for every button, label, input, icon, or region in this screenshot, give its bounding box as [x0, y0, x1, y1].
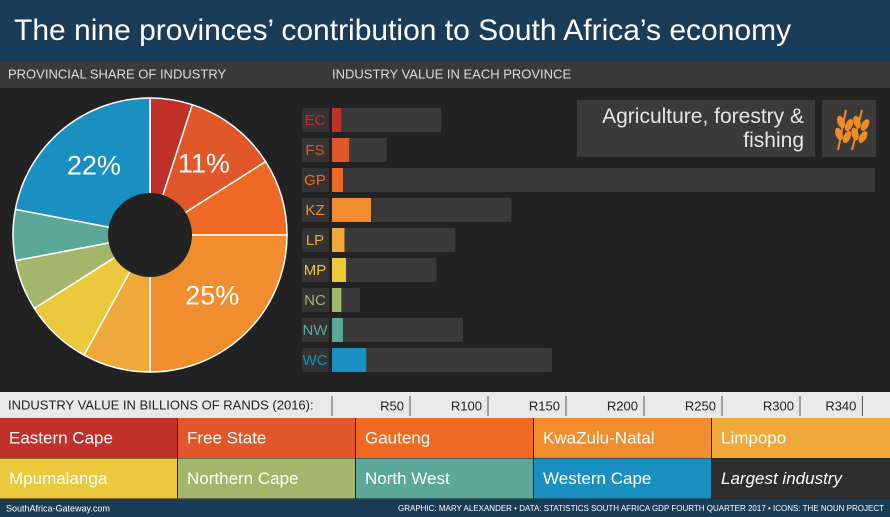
footer-source: SouthAfrica-Gateway.com [6, 503, 110, 513]
pie-slice [14, 97, 151, 236]
donut-hole [108, 193, 192, 277]
axis-bar [0, 392, 890, 418]
legend-label: KwaZulu-Natal [543, 428, 655, 447]
bar [332, 198, 371, 222]
bar [332, 258, 437, 282]
legend-label: Gauteng [365, 428, 430, 447]
y-tick-label: NC [304, 292, 326, 309]
x-tick-label: R200 [607, 398, 638, 413]
bar [332, 168, 875, 192]
bar [332, 318, 343, 342]
category-box [302, 348, 329, 372]
legend-swatch [356, 458, 533, 499]
legend-swatch [534, 458, 711, 499]
legend-label: North West [365, 469, 450, 488]
y-tick-label: WC [303, 352, 328, 369]
pie-slice [148, 103, 267, 237]
y-tick-label: LP [306, 232, 324, 249]
y-tick-label: NW [303, 322, 329, 339]
subheader-bar [0, 62, 890, 88]
title: The nine provinces’ contribution to Sout… [14, 14, 791, 47]
bar [332, 228, 345, 252]
legend-label: Eastern Cape [9, 428, 113, 447]
pie-title: PROVINCIAL SHARE OF INDUSTRY [8, 66, 226, 81]
x-axis-label: INDUSTRY VALUE IN BILLIONS OF RANDS (201… [8, 397, 314, 412]
legend-label: Northern Cape [187, 469, 299, 488]
legend-label: Western Cape [543, 469, 651, 488]
series-label: Agriculture, forestry & fishing [602, 105, 804, 152]
legend-swatch [356, 418, 533, 458]
legend-label: Mpumalanga [9, 469, 108, 488]
legend-swatch [178, 458, 355, 499]
bar [332, 258, 347, 282]
legend-swatch [534, 418, 711, 458]
bar-title: INDUSTRY VALUE IN EACH PROVINCE [332, 66, 571, 81]
y-tick-label: MP [304, 262, 327, 279]
legend-swatch [0, 458, 177, 499]
title-bar [0, 0, 890, 62]
slice-label: 22% [67, 150, 121, 180]
bar [332, 348, 552, 372]
category-box [302, 228, 329, 252]
pie-slice [149, 234, 288, 373]
slice-label: 25% [185, 280, 239, 310]
x-tick-label: R300 [763, 398, 794, 413]
category-box [302, 258, 329, 282]
x-tick-label: R340 [825, 398, 856, 413]
legend-swatch [712, 418, 890, 458]
bar [332, 318, 464, 342]
footer-credits: GRAPHIC: MARY ALEXANDER • DATA: STATISTI… [398, 504, 884, 513]
x-tick-label: R250 [685, 398, 716, 413]
agri-box [577, 100, 815, 157]
y-tick-label: KZ [305, 202, 324, 219]
slice-label: 11% [178, 149, 230, 179]
bar [332, 228, 456, 252]
category-box [302, 198, 329, 222]
bar [332, 348, 367, 372]
bar [332, 168, 343, 192]
bar [332, 108, 342, 132]
legend-label: Largest industry [721, 469, 843, 488]
category-box [302, 288, 329, 312]
bar [332, 108, 442, 132]
x-tick-label: R100 [451, 398, 482, 413]
wheat-icon [835, 109, 870, 151]
bar [332, 288, 342, 312]
category-box [302, 318, 329, 342]
category-box [302, 168, 329, 192]
legend-swatch [0, 418, 177, 458]
legend-label: Free State [187, 428, 266, 447]
y-tick-label: GP [304, 172, 326, 189]
category-box [302, 138, 329, 162]
legend-label: Limpopo [721, 428, 786, 447]
x-tick-label: R150 [529, 398, 560, 413]
bar [332, 138, 350, 162]
footer-bar [0, 499, 890, 517]
legend-swatch [712, 458, 890, 499]
x-tick-label: R50 [380, 398, 404, 413]
y-tick-label: FS [305, 142, 324, 159]
category-box [302, 108, 329, 132]
y-tick-label: EC [305, 112, 326, 129]
legend-swatch [178, 418, 355, 458]
